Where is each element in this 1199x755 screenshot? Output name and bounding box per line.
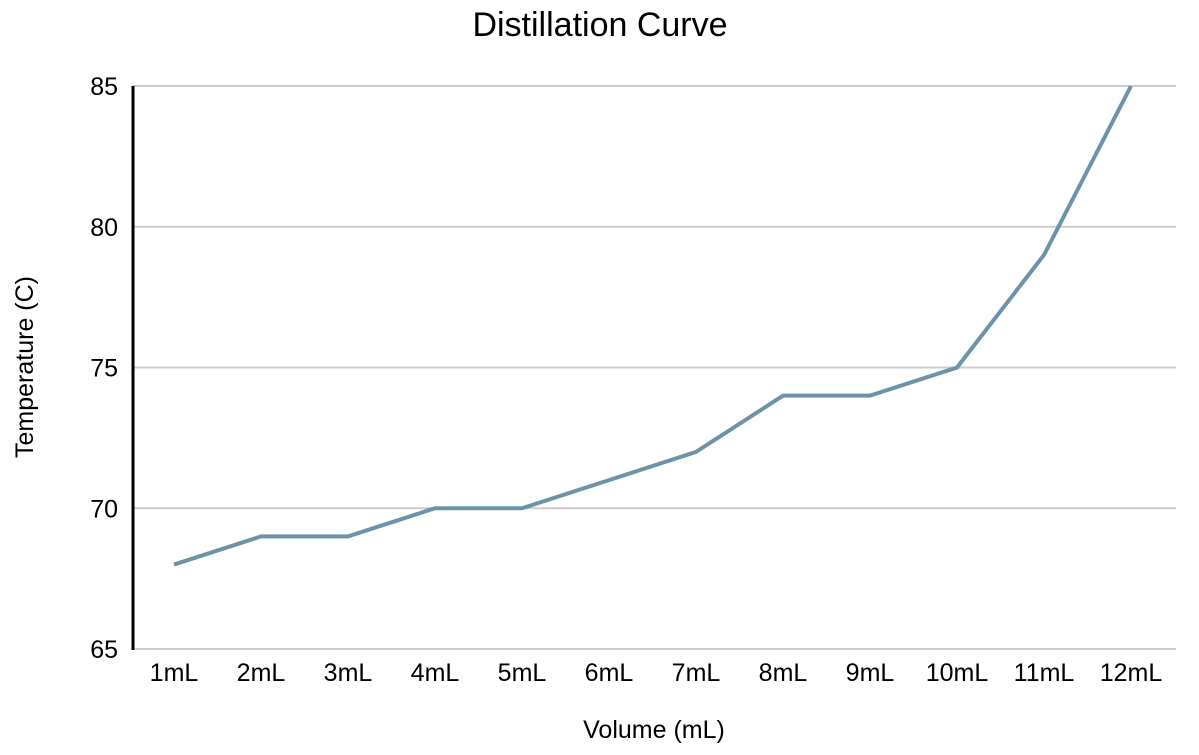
series-line bbox=[173, 85, 1133, 567]
y-tick-label: 75 bbox=[90, 355, 118, 383]
y-tick-label: 85 bbox=[90, 73, 118, 101]
y-axis-title: Temperature (C) bbox=[11, 276, 39, 458]
x-tick-label: 7mL bbox=[672, 659, 721, 687]
x-tick-label: 5mL bbox=[498, 659, 547, 687]
x-tick-label: 1mL bbox=[150, 659, 199, 687]
chart-title: Distillation Curve bbox=[472, 6, 727, 44]
y-tick-label: 70 bbox=[90, 495, 118, 523]
plot-generated-layer: 65 70 75 80 85 1mL 2mL 3mL 4mL 5mL 6mL 7mL 8mL 9mL 10m… bbox=[90, 73, 1176, 687]
x-tick-label: 9mL bbox=[846, 659, 895, 687]
x-tick-label: 12mL bbox=[1100, 659, 1163, 687]
x-tick-label: 3mL bbox=[324, 659, 373, 687]
y-tick-label: 65 bbox=[90, 636, 118, 664]
plot-static-labels: Distillation Curve Volume (mL) Temperatu… bbox=[11, 6, 728, 744]
y-tick-label: 80 bbox=[90, 214, 118, 242]
x-tick-label: 2mL bbox=[237, 659, 286, 687]
x-tick-label: 8mL bbox=[759, 659, 808, 687]
x-tick-label: 4mL bbox=[411, 659, 460, 687]
x-tick-label: 11mL bbox=[1014, 659, 1075, 687]
x-tick-label: 6mL bbox=[585, 659, 634, 687]
x-axis-title: Volume (mL) bbox=[583, 716, 725, 744]
x-tick-label: 10mL bbox=[926, 659, 989, 687]
